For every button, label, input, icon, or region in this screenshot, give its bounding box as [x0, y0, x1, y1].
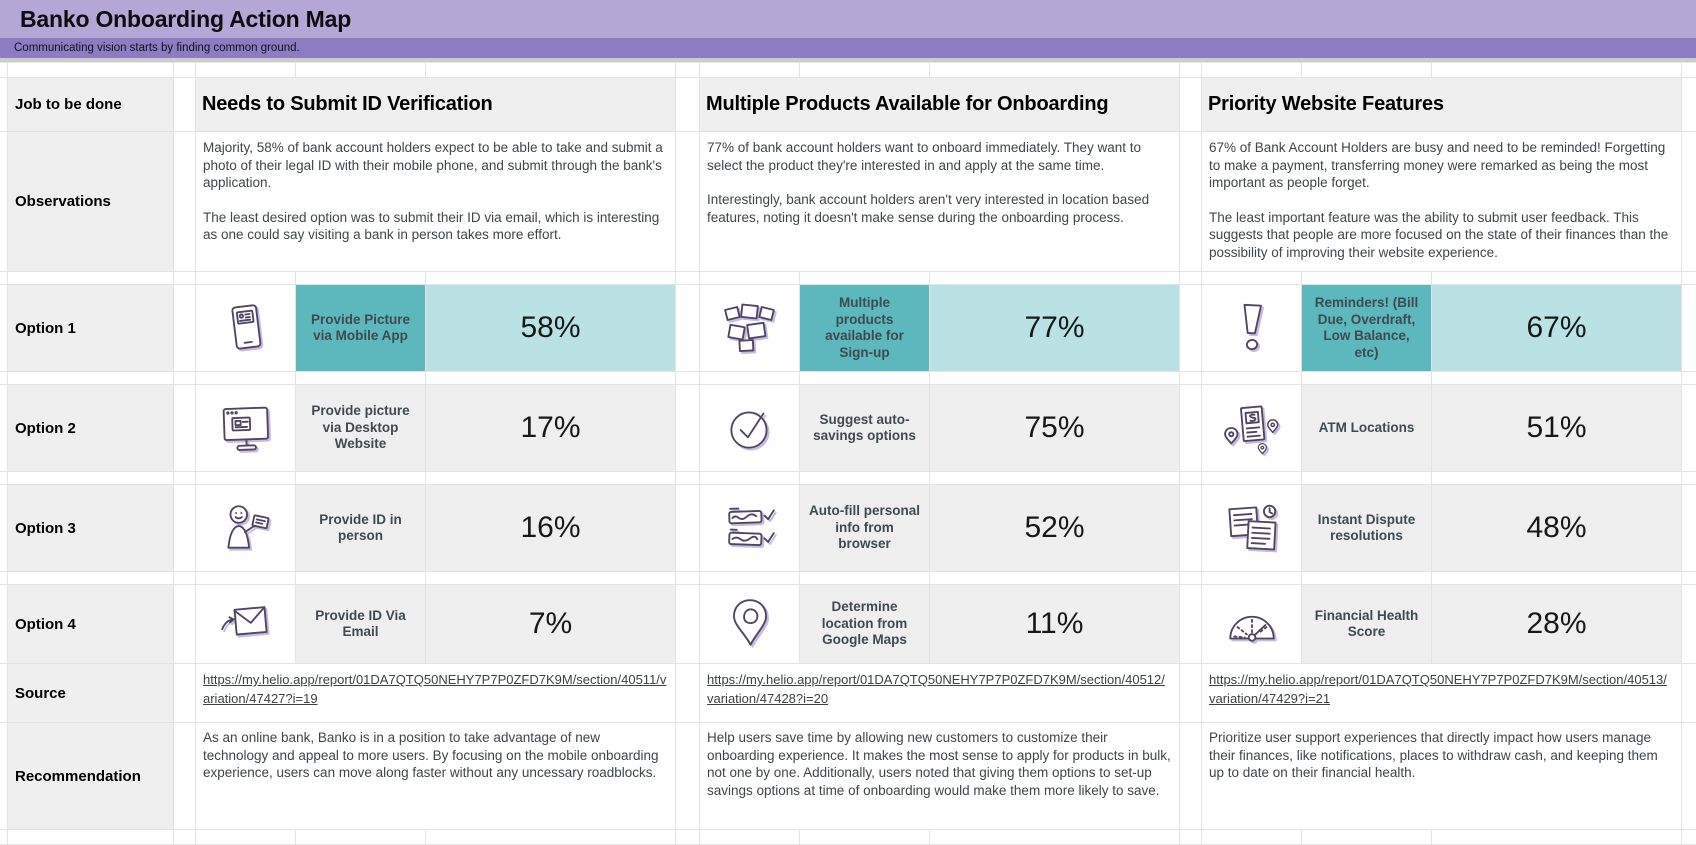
job-to-be-done-header: Job to be done — [8, 78, 174, 132]
source-link[interactable]: https://my.helio.app/report/01DA7QTQ50NE… — [1209, 672, 1667, 706]
option-icon-cell — [1202, 285, 1302, 372]
header-row: Job to be done Needs to Submit ID Verifi… — [0, 78, 1696, 132]
option-label-cell: Determine location from Google Maps — [800, 585, 930, 664]
recommendation-row-label: Recommendation — [8, 723, 174, 830]
empty-grid-row — [0, 472, 1696, 485]
option-value-cell: 52% — [930, 485, 1180, 572]
form-fields-checked-icon — [727, 507, 775, 547]
option-value-cell: 16% — [426, 485, 676, 572]
option-icon-cell — [196, 285, 296, 372]
empty-grid-row — [0, 62, 1696, 78]
option-value-cell: 11% — [930, 585, 1180, 664]
page-subtitle: Communicating vision starts by finding c… — [14, 42, 300, 54]
option-value-cell: 75% — [930, 385, 1180, 472]
observation-cell: 67% of Bank Account Holders are busy and… — [1202, 132, 1682, 272]
option-value-cell: 17% — [426, 385, 676, 472]
empty-grid-row — [0, 272, 1696, 285]
source-cell: https://my.helio.app/report/01DA7QTQ50NE… — [1202, 664, 1682, 723]
empty-grid-row — [0, 572, 1696, 585]
title-bar: Banko Onboarding Action Map — [0, 0, 1696, 38]
mobile-phone-id-icon — [230, 304, 261, 350]
email-envelope-icon — [220, 606, 268, 636]
observation-cell: Majority, 58% of bank account holders ex… — [196, 132, 676, 272]
group-header-multiple-products: Multiple Products Available for Onboardi… — [700, 78, 1180, 132]
option-1-row-label: Option 1 — [8, 285, 174, 372]
option-icon-cell — [700, 485, 800, 572]
recommendation-cell: As an online bank, Banko is in a positio… — [196, 723, 676, 830]
exclamation-mark-icon — [1243, 303, 1262, 351]
option-icon-cell — [196, 385, 296, 472]
location-pin-icon — [732, 599, 767, 646]
recommendation-cell: Help users save time by allowing new cus… — [700, 723, 1180, 830]
option-4-row: Option 4 Provide ID Via Email 7% — [0, 585, 1696, 664]
option-value-cell: 28% — [1432, 585, 1682, 664]
option-2-row: Option 2 Provide picture via Desktop Web… — [0, 385, 1696, 472]
option-icon-cell — [1202, 485, 1302, 572]
option-label-cell: Auto-fill personal info from browser — [800, 485, 930, 572]
product-cards-icon — [723, 303, 775, 353]
source-link[interactable]: https://my.helio.app/report/01DA7QTQ50NE… — [203, 672, 667, 706]
dispute-documents-icon — [1227, 504, 1276, 551]
recommendation-row: Recommendation As an online bank, Banko … — [0, 723, 1696, 830]
group-header-id-verification: Needs to Submit ID Verification — [196, 78, 676, 132]
option-4-row-label: Option 4 — [8, 585, 174, 664]
person-with-id-icon — [226, 505, 269, 549]
option-icon-cell — [1202, 585, 1302, 664]
option-label-cell: Provide ID Via Email — [296, 585, 426, 664]
option-3-row: Option 3 Provide ID in person 16% — [0, 485, 1696, 572]
option-label-cell: Provide ID in person — [296, 485, 426, 572]
option-1-row: Option 1 Provide Picture via Mobile App … — [0, 285, 1696, 372]
option-value-cell: 58% — [426, 285, 676, 372]
checkmark-circle-icon — [729, 411, 768, 449]
option-icon-cell — [700, 385, 800, 472]
observations-row: Observations Majority, 58% of bank accou… — [0, 132, 1696, 272]
desktop-website-icon — [222, 406, 269, 451]
source-cell: https://my.helio.app/report/01DA7QTQ50NE… — [196, 664, 676, 723]
option-label-cell: Reminders! (Bill Due, Overdraft, Low Bal… — [1302, 285, 1432, 372]
option-label-cell: ATM Locations — [1302, 385, 1432, 472]
empty-grid-row — [0, 372, 1696, 385]
empty-grid-row — [0, 830, 1696, 845]
option-icon-cell — [196, 485, 296, 572]
observation-cell: 77% of bank account holders want to onbo… — [700, 132, 1180, 272]
option-label-cell: Suggest auto-savings options — [800, 385, 930, 472]
option-value-cell: 48% — [1432, 485, 1682, 572]
observations-row-label: Observations — [8, 132, 174, 272]
option-icon-cell — [700, 585, 800, 664]
option-label-cell: Multiple products available for Sign-up — [800, 285, 930, 372]
source-link[interactable]: https://my.helio.app/report/01DA7QTQ50NE… — [707, 672, 1165, 706]
toolbar-shadow — [0, 58, 1696, 62]
group-header-priority-features: Priority Website Features — [1202, 78, 1682, 132]
gauge-icon — [1228, 615, 1275, 642]
option-icon-cell — [196, 585, 296, 664]
option-value-cell: 51% — [1432, 385, 1682, 472]
option-icon-cell — [1202, 385, 1302, 472]
option-icon-cell — [700, 285, 800, 372]
page-title: Banko Onboarding Action Map — [20, 5, 352, 32]
recommendation-cell: Prioritize user support experiences that… — [1202, 723, 1682, 830]
option-label-cell: Instant Dispute resolutions — [1302, 485, 1432, 572]
atm-locations-icon — [1223, 405, 1278, 455]
source-cell: https://my.helio.app/report/01DA7QTQ50NE… — [700, 664, 1180, 723]
option-value-cell: 7% — [426, 585, 676, 664]
action-map-table: Job to be done Needs to Submit ID Verifi… — [0, 62, 1696, 845]
option-2-row-label: Option 2 — [8, 385, 174, 472]
option-3-row-label: Option 3 — [8, 485, 174, 572]
option-label-cell: Provide Picture via Mobile App — [296, 285, 426, 372]
source-row-label: Source — [8, 664, 174, 723]
option-value-cell: 77% — [930, 285, 1180, 372]
option-value-cell: 67% — [1432, 285, 1682, 372]
subtitle-bar: Communicating vision starts by finding c… — [0, 38, 1696, 58]
option-label-cell: Provide picture via Desktop Website — [296, 385, 426, 472]
source-row: Source https://my.helio.app/report/01DA7… — [0, 664, 1696, 723]
option-label-cell: Financial Health Score — [1302, 585, 1432, 664]
